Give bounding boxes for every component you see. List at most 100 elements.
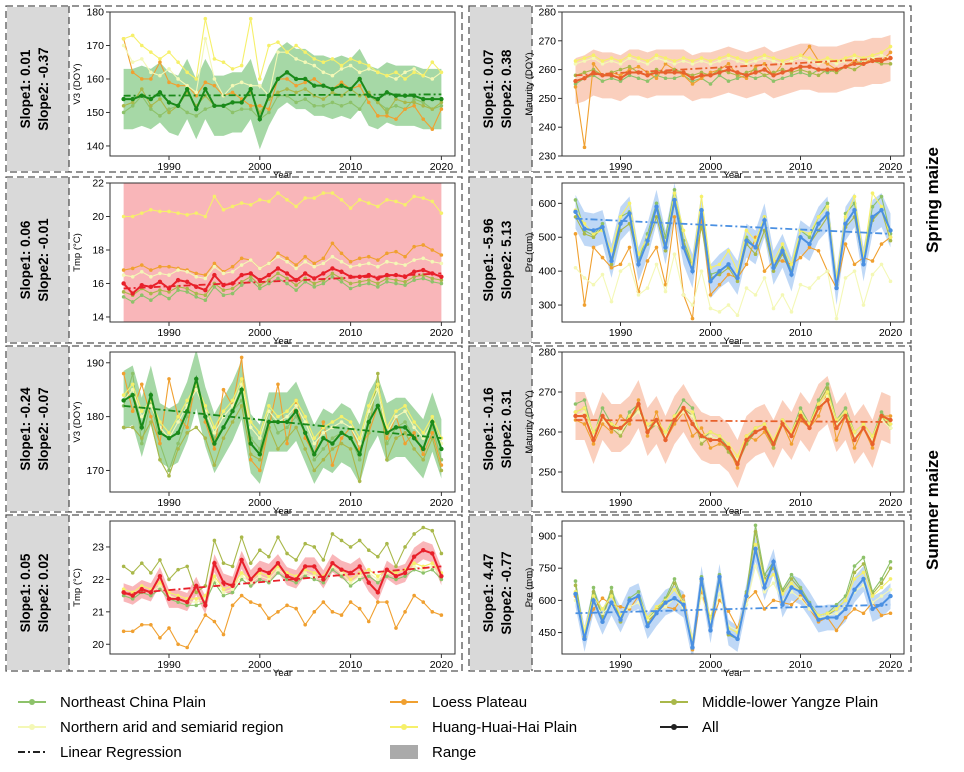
- series-point: [744, 238, 749, 243]
- x-tick-label: 2020: [879, 659, 903, 671]
- series-point: [816, 405, 821, 411]
- series-point: [312, 281, 317, 286]
- series-point: [348, 63, 353, 68]
- series-point: [221, 587, 226, 591]
- legend-item-range: Range: [390, 744, 476, 761]
- series-point: [276, 447, 280, 451]
- series-point: [421, 117, 426, 121]
- series-point: [439, 573, 444, 579]
- series-point: [394, 77, 398, 81]
- series-point: [194, 77, 199, 81]
- series-all: [121, 374, 444, 457]
- series-point: [321, 191, 326, 195]
- series-point: [167, 209, 171, 214]
- series-point: [385, 276, 389, 281]
- series-point: [130, 103, 135, 108]
- series-point: [312, 83, 317, 88]
- series-point: [394, 626, 398, 630]
- series-point: [421, 457, 426, 462]
- x-tick-label: 2010: [789, 659, 813, 671]
- series-point: [753, 293, 758, 297]
- series-point: [184, 599, 190, 605]
- legend-item-northeast-china-plain: Northeast China Plain: [18, 694, 206, 711]
- series-point: [194, 90, 199, 95]
- slope-strip: [7, 178, 69, 342]
- series-point: [708, 82, 713, 86]
- series-point: [312, 77, 317, 81]
- series-point: [130, 382, 135, 387]
- series-point: [212, 194, 217, 199]
- series-point: [375, 590, 381, 595]
- series-point: [357, 457, 362, 462]
- panel-summer-maturity: Slope1: -0.16 Slope2: 0.31 250 260 270 280 199…: [468, 345, 912, 517]
- series-point: [807, 286, 812, 290]
- series-point: [139, 43, 144, 48]
- series-point: [888, 566, 893, 570]
- series-point: [412, 97, 416, 101]
- series-point: [139, 87, 144, 91]
- series-point: [816, 617, 821, 622]
- y-axis-label: V3 (DOY): [72, 401, 83, 442]
- series-point: [294, 398, 298, 403]
- series-point: [230, 110, 235, 115]
- y-tick-label: 190: [86, 357, 104, 369]
- legend-swatch-marker: [29, 724, 35, 730]
- series-point: [852, 56, 857, 60]
- y-tick-label: 400: [538, 266, 556, 278]
- series-point: [158, 457, 162, 462]
- series-point: [321, 558, 326, 562]
- series-point: [861, 611, 866, 616]
- series-point: [798, 410, 803, 414]
- series-point: [870, 58, 875, 64]
- series-point: [258, 468, 262, 473]
- series-point: [600, 79, 605, 83]
- series-point: [879, 602, 884, 607]
- x-tick-label: 2000: [248, 497, 272, 509]
- series-point: [121, 268, 126, 272]
- series-point: [158, 291, 162, 296]
- series-point: [798, 406, 803, 410]
- series-point: [212, 285, 217, 289]
- plot-area: [573, 35, 893, 150]
- x-axis-label: Year: [723, 506, 742, 517]
- series-point: [139, 623, 144, 627]
- series-point: [267, 616, 271, 621]
- series-point: [394, 97, 398, 101]
- series-point: [591, 245, 596, 250]
- series-point: [312, 610, 317, 614]
- series-point: [627, 245, 632, 250]
- series-point: [276, 50, 280, 54]
- series-point: [780, 242, 785, 246]
- series-point: [139, 414, 144, 419]
- series-point: [366, 580, 371, 585]
- series-point: [771, 306, 776, 311]
- series-point: [609, 59, 614, 63]
- slope2-label: Slope2: 5.13: [499, 220, 514, 299]
- series-point: [852, 67, 857, 72]
- series-point: [158, 57, 162, 61]
- series-point: [744, 262, 749, 267]
- series-point: [753, 76, 758, 81]
- series-point: [203, 603, 208, 608]
- series-point: [591, 585, 596, 590]
- series-point: [212, 447, 217, 451]
- series-point: [816, 73, 821, 78]
- series-point: [130, 96, 135, 102]
- series-point: [385, 110, 389, 115]
- series-point: [421, 600, 426, 604]
- series-point: [184, 86, 190, 92]
- series-point: [879, 207, 884, 213]
- series-point: [753, 589, 758, 594]
- series-point: [573, 579, 578, 583]
- series-point: [430, 280, 435, 284]
- y-axis-label: Pre (mm): [524, 233, 535, 273]
- series-point: [294, 266, 298, 271]
- y-tick-label: 170: [86, 465, 104, 477]
- series-point: [330, 271, 335, 276]
- series-point: [816, 249, 821, 253]
- y-tick-label: 20: [92, 639, 104, 651]
- series-point: [753, 59, 758, 63]
- series-point: [248, 202, 253, 207]
- series-point: [394, 117, 398, 121]
- legend-label: Range: [432, 744, 476, 761]
